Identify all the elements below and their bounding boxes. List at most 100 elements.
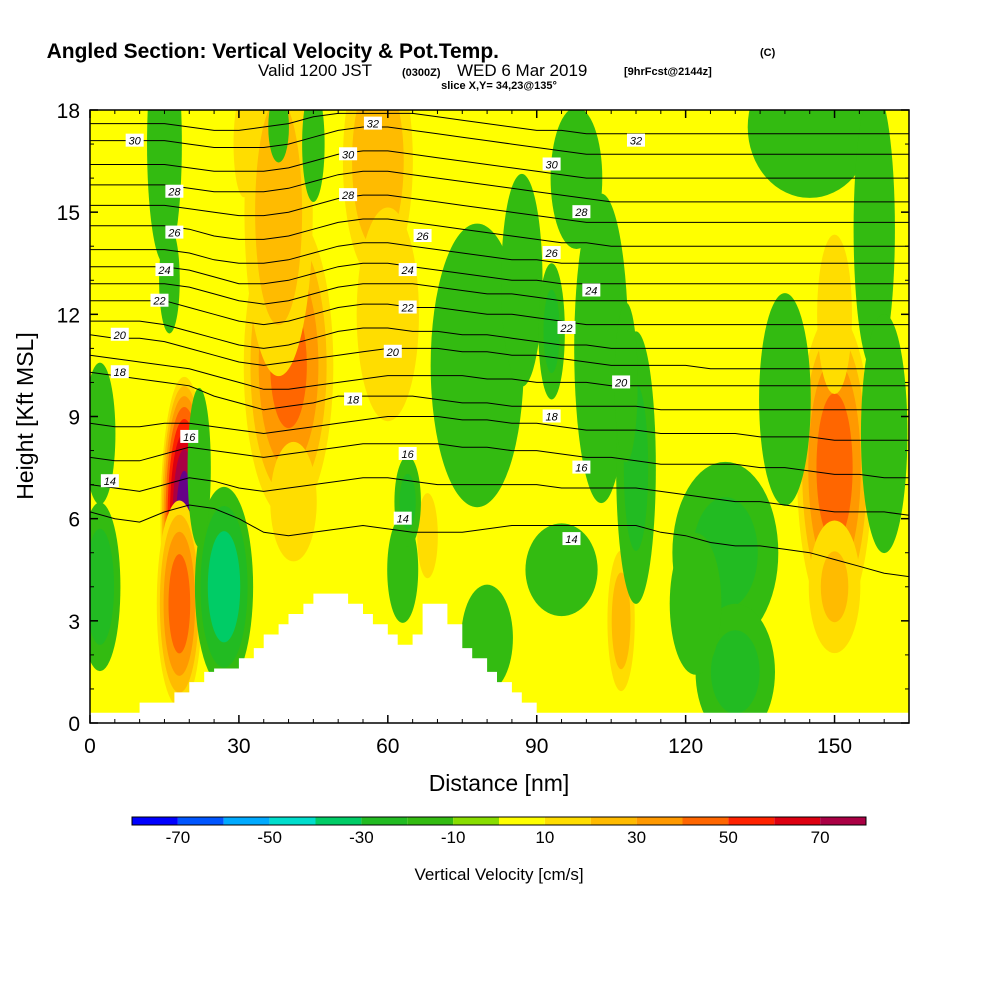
contour-label-box [398,263,417,277]
contour-label: 18 [110,365,129,379]
contour-label-text: 24 [157,265,170,277]
contour-label: 20 [110,327,129,342]
theta-contour-line [90,126,909,155]
contour-label: 14 [100,474,119,488]
x-tick-label: 90 [525,735,548,758]
velocity-cell [187,387,211,548]
velocity-cell [90,502,121,672]
y-axis-label: Height [Kft MSL] [12,332,38,499]
colorbar-swatch [499,817,545,825]
theta-contour-line [90,242,909,264]
velocity-cell [860,313,908,554]
contour-label-text: 16 [183,432,196,444]
theta-contour-line [90,194,909,223]
contour-label-box [542,157,561,171]
contour-label-text: 28 [574,207,588,219]
x-axis-label: Distance [nm] [429,770,570,796]
contour-label: 22 [398,300,417,315]
velocity-level [302,110,325,202]
colorbar-swatch [682,817,729,825]
contour-label-box [339,188,358,202]
velocity-level [525,523,598,617]
theta-contour-line [90,504,909,578]
contour-label-box [165,184,184,198]
velocity-cell [525,523,598,617]
contour-label: 26 [413,229,432,243]
colorbar-tick-label: -30 [349,828,374,847]
contour-label-box [612,375,631,389]
velocity-cell [90,362,116,505]
contour-label-text: 14 [104,476,116,488]
subtitle-utc: (0300Z) [402,67,441,79]
y-tick-label: 0 [68,713,80,736]
velocity-level [90,528,115,645]
contour-label: 20 [383,344,402,359]
velocity-level [759,293,811,506]
velocity-level [710,630,760,714]
contour-label: 24 [398,263,417,277]
colorbar-swatch [223,817,270,825]
velocity-cell [430,223,524,508]
contour-label-text: 30 [129,136,142,148]
plot-area: 30 28 26 24 22 20 18 16 14 32 30 28 26 24 22 20 18 16 14 30… [90,110,909,723]
colorbar-swatch [590,817,637,825]
colorbar-swatch [453,817,499,825]
contour-label: 28 [572,205,591,219]
contour-label-box [150,293,169,307]
contour-label-box [557,320,576,334]
contour-label: 30 [339,147,358,161]
contour-label: 14 [393,511,412,526]
contour-label-text: 20 [614,377,628,389]
velocity-level [159,227,180,334]
subtitle-slice: slice X,Y= 34,23@135° [441,80,557,92]
velocity-cell [147,110,182,264]
velocity-cell [808,520,861,654]
contour-label: 26 [165,225,184,240]
colorbar-swatch [820,817,866,825]
contour-label-box [344,392,363,406]
contour-label-text: 26 [415,231,429,243]
contour-label-box [110,365,129,379]
contour-label-box [572,460,591,474]
velocity-level [611,572,631,670]
contour-label: 28 [165,184,184,199]
colorbar-tick-label: 70 [811,828,830,847]
x-tick-label: 60 [376,735,399,758]
theta-contour-line [90,283,909,305]
contour-label: 28 [339,188,358,202]
contour-label: 30 [125,133,144,148]
contour-label-text: 18 [114,367,127,379]
theta-contour-line [90,371,909,411]
contour-label-box [542,246,561,260]
contour-label: 16 [572,460,591,475]
contour-label-box [582,283,601,297]
contour-label: 14 [562,532,581,546]
contour-label: 16 [180,429,199,444]
velocity-level [147,110,182,264]
theta-contour-line [90,416,909,441]
velocity-cell [194,486,254,687]
contour-label: 22 [150,293,169,308]
contour-label-text: 26 [167,228,181,240]
velocity-cell [244,110,313,377]
velocity-cell [394,456,421,548]
contour-label-box [398,446,417,460]
colorbar-tick-label: -50 [257,828,282,847]
x-axis: 0 30 60 90 120 150 [84,110,910,758]
subtitle-date: WED 6 Mar 2019 [457,61,587,80]
velocity-level [233,110,255,198]
contour-label: 32 [627,133,645,148]
y-tick-label: 6 [68,509,80,532]
contour-label-box [155,263,174,277]
contour-label-box [393,511,412,525]
terrain-profile [90,593,909,723]
velocity-level [270,441,317,562]
x-tick-label: 150 [817,735,852,758]
y-tick-label: 12 [57,304,80,327]
theta-contour-line [90,477,909,516]
velocity-cell [538,263,565,400]
colorbar-swatch [315,817,362,825]
velocity-cell [574,193,629,504]
title-copyright: (C) [760,47,776,59]
colorbar-label: Vertical Velocity [cm/s] [414,865,583,884]
